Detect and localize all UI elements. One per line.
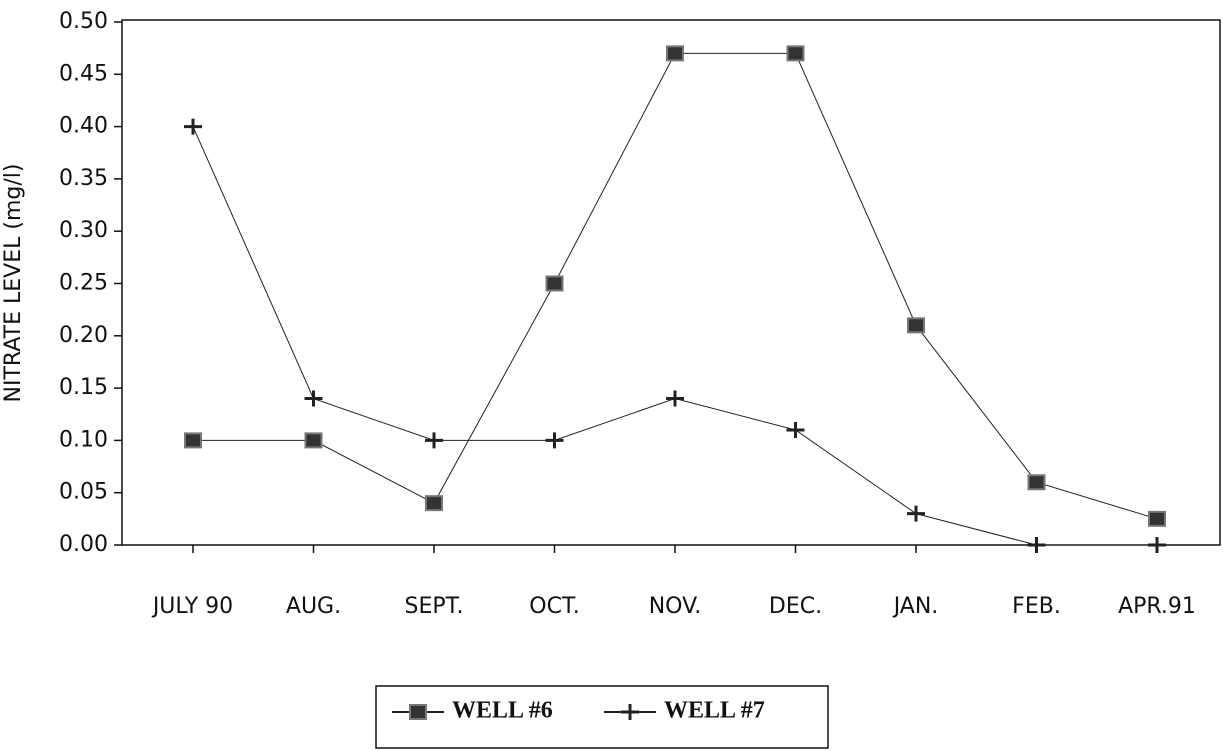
series-line xyxy=(192,126,1157,546)
data-point xyxy=(786,421,805,438)
x-tick-label: AUG. xyxy=(286,594,341,619)
legend-marker xyxy=(409,704,427,720)
plot-frame xyxy=(121,19,1221,546)
data-point xyxy=(425,495,443,512)
x-tick-label: SEPT. xyxy=(405,594,464,619)
legend-box xyxy=(375,685,829,749)
x-tick-label: NOV. xyxy=(649,594,702,619)
data-point xyxy=(184,432,202,449)
y-axis-title: NITRATE LEVEL (mg/l) xyxy=(1,164,26,403)
data-point xyxy=(1148,510,1166,527)
data-point xyxy=(786,45,805,62)
y-tick-label: 0.10 xyxy=(59,427,108,452)
x-tick-label: DEC. xyxy=(769,594,822,619)
y-tick-label: 0.05 xyxy=(59,480,108,505)
data-point xyxy=(545,275,564,292)
x-tick-label: OCT. xyxy=(529,594,580,619)
y-tick-label: 0.15 xyxy=(59,375,108,400)
y-tick-label: 0.30 xyxy=(59,218,108,243)
data-point xyxy=(907,505,925,522)
data-point xyxy=(1027,474,1046,491)
data-point xyxy=(425,432,443,449)
legend-label: WELL #6 xyxy=(452,698,553,724)
y-tick-label: 0.00 xyxy=(59,532,108,557)
y-tick-label: 0.25 xyxy=(59,271,108,296)
data-point xyxy=(545,432,564,449)
data-point xyxy=(907,317,925,334)
x-tick-label: FEB. xyxy=(1012,594,1061,619)
y-tick-label: 0.50 xyxy=(59,9,108,34)
x-tick-label: APR.91 xyxy=(1118,594,1196,619)
data-point xyxy=(1148,537,1166,553)
data-point xyxy=(666,45,684,62)
data-point xyxy=(1027,537,1046,553)
series-line xyxy=(193,52,1158,520)
legend-marker xyxy=(621,704,639,720)
y-tick-label: 0.20 xyxy=(59,323,108,348)
y-tick-label: 0.35 xyxy=(59,166,108,191)
legend-label: WELL #7 xyxy=(664,698,765,724)
x-tick-label: JULY 90 xyxy=(151,594,233,619)
data-point xyxy=(666,390,684,407)
data-point xyxy=(304,390,323,407)
y-tick-label: 0.40 xyxy=(59,114,108,139)
data-point xyxy=(304,432,323,449)
data-point xyxy=(184,118,202,135)
y-tick-label: 0.45 xyxy=(59,61,108,86)
x-tick-label: JAN. xyxy=(892,594,939,619)
